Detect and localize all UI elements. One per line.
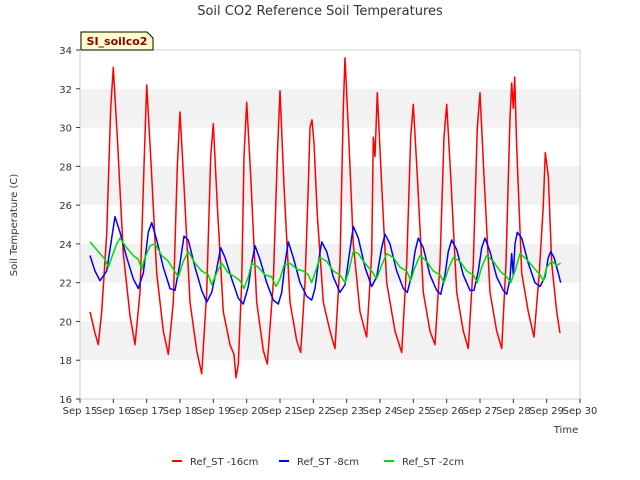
site-badge-background (80, 31, 154, 51)
x-axis-label: Time (553, 425, 578, 436)
series-layer (89, 57, 562, 379)
x-tick-label: Sep 28 (496, 406, 531, 417)
y-tick-label: 26 (59, 201, 72, 212)
chart-title: Soil CO2 Reference Soil Temperatures (197, 4, 443, 19)
grid-band (80, 321, 580, 361)
y-tick-label: 18 (59, 356, 72, 367)
y-tick-label: 20 (59, 317, 72, 328)
x-tick-label: Sep 20 (229, 406, 264, 417)
y-axis: 16 18 20 22 24 26 28 30 32 34 (59, 46, 80, 406)
y-tick-label: 32 (59, 85, 72, 96)
grid-band (80, 166, 580, 206)
site-badge-label: SI_soilco2 (87, 35, 148, 48)
plot-bands (80, 50, 580, 399)
y-tick-label: 34 (59, 46, 72, 57)
x-tick-label: Sep 25 (396, 406, 431, 417)
x-tick-label: Sep 15 (63, 406, 98, 417)
x-tick-label: Sep 24 (363, 406, 398, 417)
x-tick-label: Sep 27 (463, 406, 498, 417)
x-tick-label: Sep 19 (196, 406, 231, 417)
y-tick-label: 30 (59, 124, 72, 135)
y-tick-label: 24 (59, 240, 72, 251)
y-tick-label: 22 (59, 279, 72, 290)
y-tick-label: 16 (59, 395, 72, 406)
legend-label-1: Ref_ST -8cm (297, 457, 359, 468)
y-tick-label: 28 (59, 162, 72, 173)
x-tick-label: Sep 29 (529, 406, 564, 417)
series-line-0 (89, 57, 561, 379)
series-line-1 (89, 215, 562, 305)
x-tick-label: Sep 16 (96, 406, 131, 417)
legend: Ref_ST -16cm Ref_ST -8cm Ref_ST -2cm (172, 457, 464, 468)
x-tick-label: Sep 21 (263, 406, 298, 417)
site-badge: SI_soilco2 (80, 31, 154, 51)
series-line-2 (89, 237, 562, 290)
x-tick-label: Sep 18 (163, 406, 198, 417)
x-tick-label: Sep 17 (129, 406, 164, 417)
legend-label-2: Ref_ST -2cm (402, 457, 464, 468)
plot-frame (79, 49, 581, 400)
x-tick-label: Sep 23 (329, 406, 364, 417)
y-axis-label: Soil Temperature (C) (9, 174, 20, 277)
x-tick-label: Sep 22 (296, 406, 331, 417)
grid-band (80, 88, 580, 128)
x-tick-label: Sep 26 (429, 406, 464, 417)
legend-label-0: Ref_ST -16cm (190, 457, 258, 468)
x-tick-label: Sep 30 (563, 406, 598, 417)
